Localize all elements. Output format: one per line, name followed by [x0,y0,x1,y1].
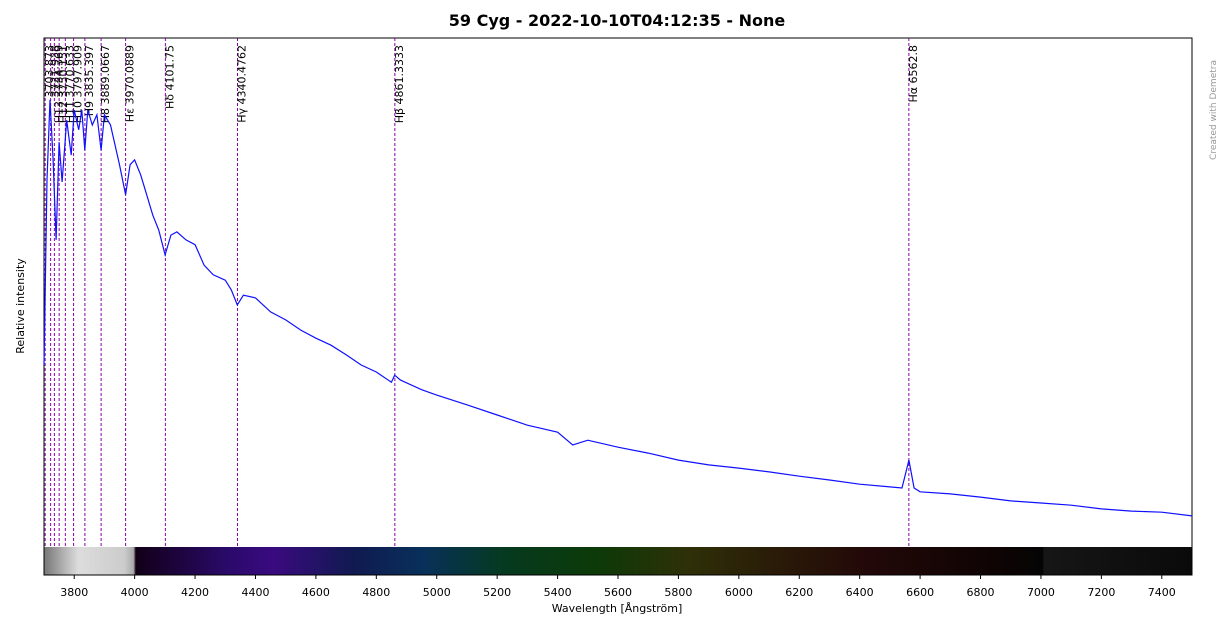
marker-label: 3703.873 [43,45,56,98]
credit: Created with Demetra [1209,60,1219,160]
x-tick-label: 5400 [544,586,572,599]
x-tick-label: 4600 [302,586,330,599]
x-tick-label: 7000 [1027,586,1055,599]
x-tick-label: 7200 [1087,586,1115,599]
y-axis-label: Relative intensity [14,258,27,354]
x-tick-label: 3800 [60,586,88,599]
x-tick-label: 6600 [906,586,934,599]
plot-frame [43,37,1193,576]
x-tick-label: 6000 [725,586,753,599]
x-tick-label: 4200 [181,586,209,599]
spectrum-strip [44,547,1192,575]
x-tick-label: 5200 [483,586,511,599]
spectrum-line [43,99,1193,517]
x-tick-label: 5600 [604,586,632,599]
x-axis-label: Wavelength [Ångström] [552,602,683,615]
x-tick-label: 7400 [1148,586,1176,599]
marker-label: Hδ 4101.75 [163,45,176,109]
marker-label: Hγ 4340.4762 [235,45,248,123]
marker-label: H10 3797.909 [72,45,85,123]
marker-label: H8 3889.0667 [99,45,112,123]
chart-title: 59 Cyg - 2022-10-10T04:12:35 - None [449,11,786,30]
x-tick-label: 5800 [664,586,692,599]
marker-label: H9 3835.397 [83,45,96,116]
x-tick-label: 6400 [846,586,874,599]
x-tick-label: 5000 [423,586,451,599]
x-tick-label: 6800 [967,586,995,599]
marker-label: Hε 3970.0889 [124,45,137,122]
x-tick-label: 6200 [785,586,813,599]
x-tick-label: 4800 [362,586,390,599]
marker-label: 3721.938 [49,45,62,98]
x-tick-label: 4000 [121,586,149,599]
marker-label: Hβ 4861.3333 [393,45,406,123]
marker-label: H12 3750.151 [57,45,70,123]
marker-label: Hα 6562.8 [907,45,920,103]
x-tick-label: 4400 [241,586,269,599]
